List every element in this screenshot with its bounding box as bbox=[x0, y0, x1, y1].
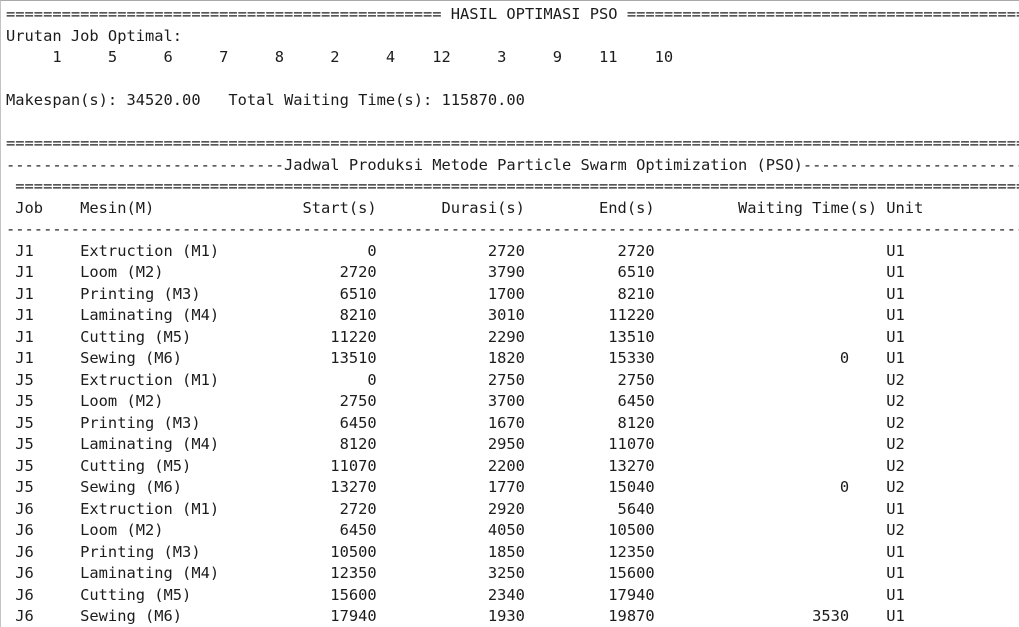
table-row: J5 Extruction (M1) 0 2750 2750 U2 bbox=[6, 370, 905, 389]
table-row: J6 Loom (M2) 6450 4050 10500 U2 bbox=[6, 521, 905, 539]
table-row: J1 Extruction (M1) 0 2720 2720 U1 bbox=[6, 241, 905, 260]
separator-equals-2: ========================================… bbox=[15, 177, 1019, 195]
table-row: J5 Loom (M2) 2750 3700 6450 U2 bbox=[6, 392, 905, 410]
table-row: J1 Cutting (M5) 11220 2290 13510 U1 bbox=[6, 327, 905, 346]
table-row: J6 Extruction (M1) 2720 2920 5640 U1 bbox=[6, 499, 905, 518]
schedule-rows: J1 Extruction (M1) 0 2720 2720 U1 J1 Loo… bbox=[6, 241, 1019, 627]
table-row: J1 Laminating (M4) 8210 3010 11220 U1 bbox=[6, 306, 905, 324]
pso-title-banner: ========================================… bbox=[6, 5, 1019, 23]
table-row: J6 Cutting (M5) 15600 2340 17940 U1 bbox=[6, 585, 905, 604]
table-row: J6 Sewing (M6) 17940 1930 19870 3530 U1 bbox=[6, 607, 905, 625]
blank-line-1 bbox=[6, 69, 1019, 91]
separator-dashes: ----------------------------------------… bbox=[6, 220, 1019, 238]
urutan-label: Urutan Job Optimal: bbox=[6, 26, 183, 45]
table-row: J5 Printing (M3) 6450 1670 8120 U2 bbox=[6, 413, 905, 432]
table-header-row: Job Mesin(M) Start(s) Durasi(s) End(s) W… bbox=[6, 198, 924, 217]
blank-line-2 bbox=[6, 112, 1019, 134]
schedule-title-banner: ------------------------------Jadwal Pro… bbox=[6, 155, 1019, 174]
separator-equals-1: ========================================… bbox=[6, 134, 1019, 152]
table-row: J1 Printing (M3) 6510 1700 8210 U1 bbox=[6, 284, 905, 303]
makespan-line: Makespan(s): 34520.00 Total Waiting Time… bbox=[6, 91, 525, 109]
table-row: J5 Cutting (M5) 11070 2200 13270 U2 bbox=[6, 456, 905, 475]
table-row: J5 Sewing (M6) 13270 1770 15040 0 U2 bbox=[6, 478, 905, 496]
table-row: J6 Printing (M3) 10500 1850 12350 U1 bbox=[6, 542, 905, 561]
table-row: J5 Laminating (M4) 8120 2950 11070 U2 bbox=[6, 435, 905, 453]
table-row: J6 Laminating (M4) 12350 3250 15600 U1 bbox=[6, 564, 905, 582]
table-row: J1 Loom (M2) 2720 3790 6510 U1 bbox=[6, 263, 905, 281]
table-row: J1 Sewing (M6) 13510 1820 15330 0 U1 bbox=[6, 349, 905, 367]
job-order-line: 1 5 6 7 8 2 4 12 3 9 11 10 bbox=[6, 48, 674, 66]
